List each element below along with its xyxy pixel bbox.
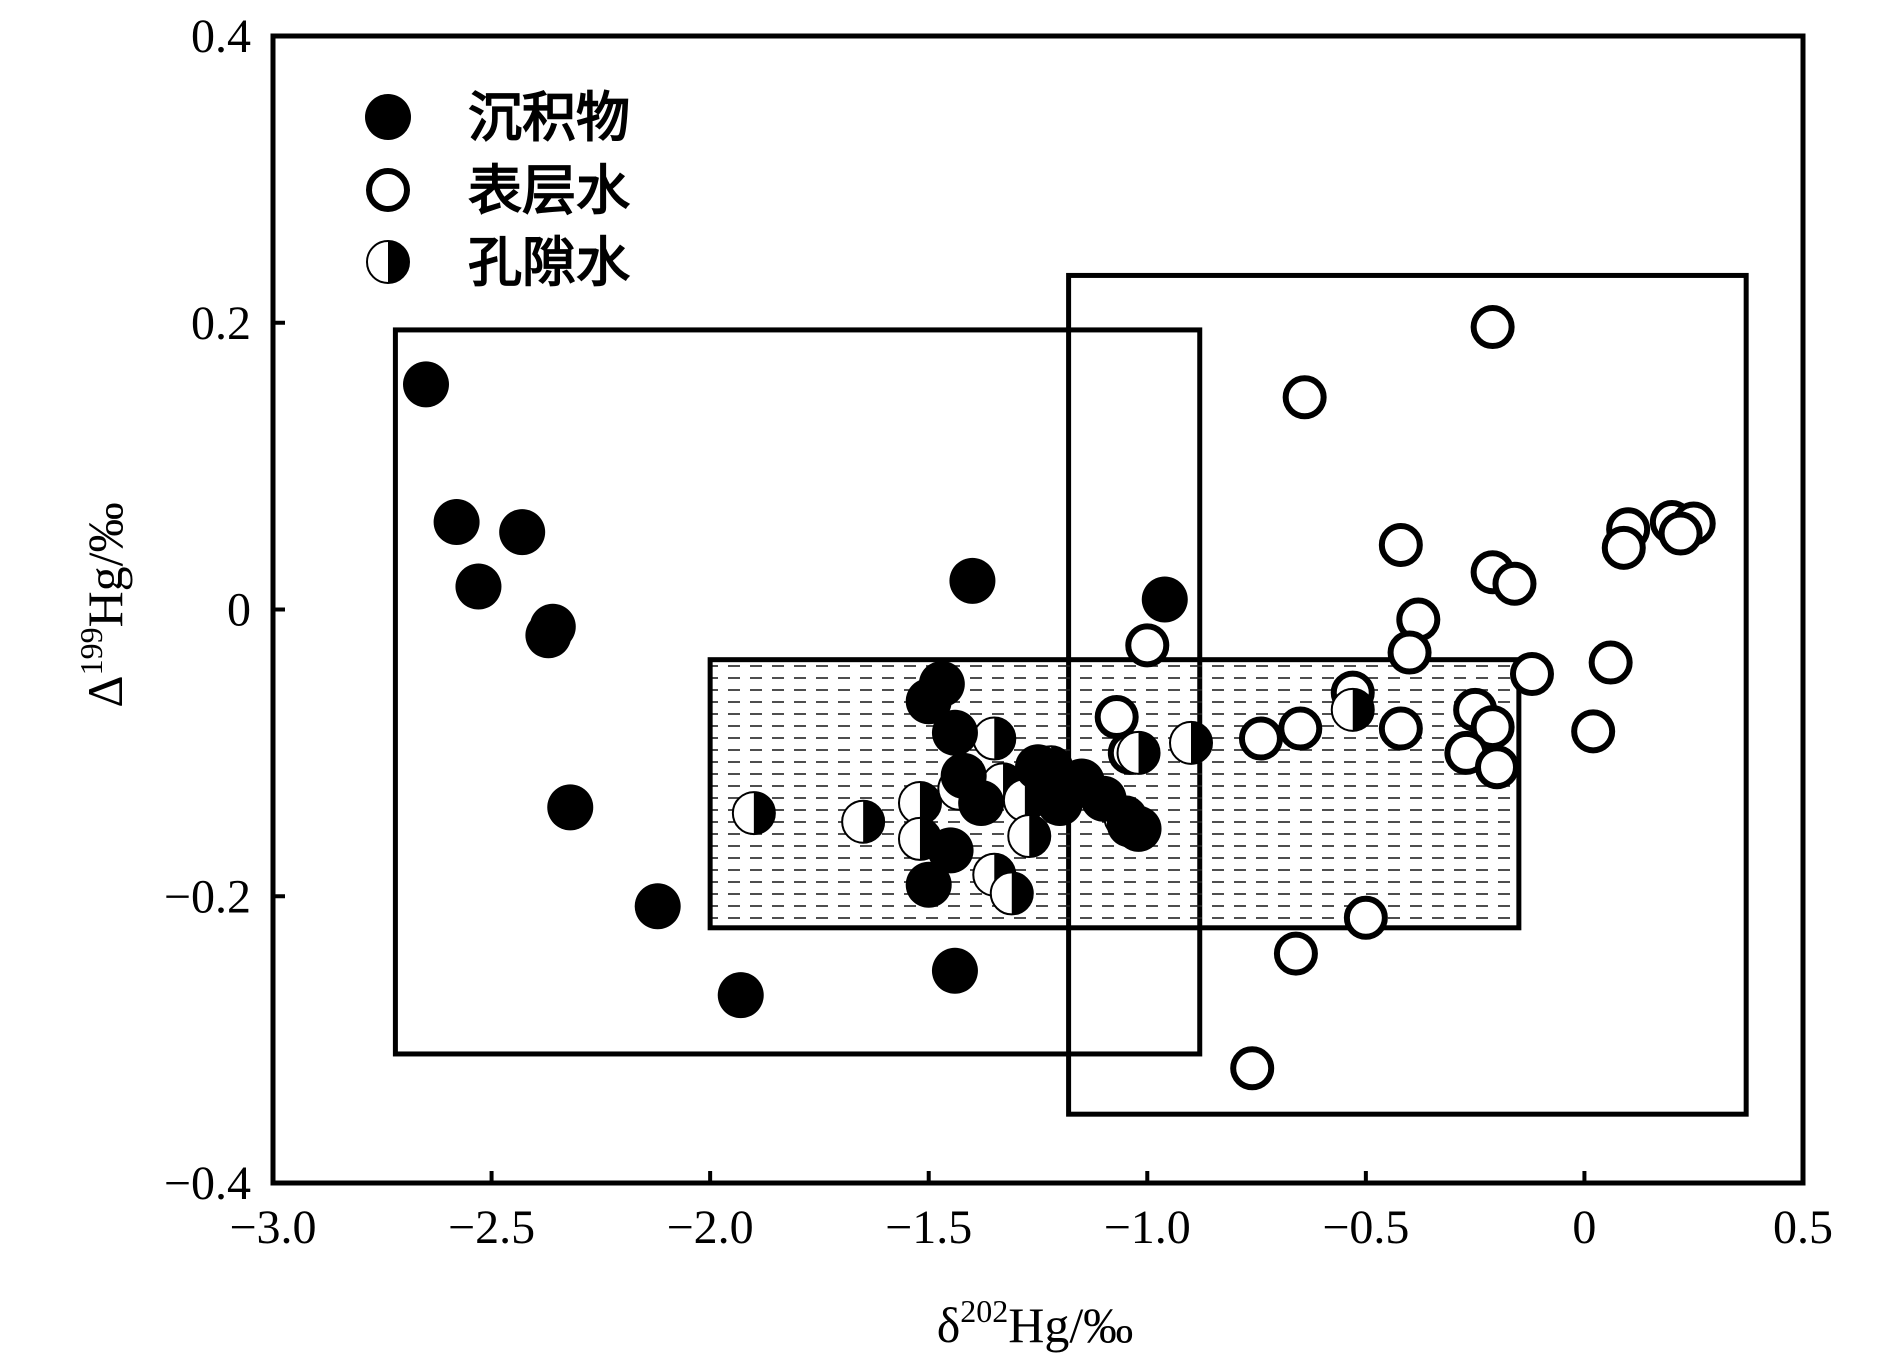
legend-marker-filled-circle	[365, 94, 411, 140]
region-boxes	[392, 272, 1749, 1117]
legend-marker-half-circle	[366, 240, 410, 284]
legend-marker-open-circle	[366, 168, 410, 212]
x-axis-ticks: −3.0 −2.5 −2.0 −1.5 −1.0 −0.5 0 0.5	[229, 1171, 1833, 1254]
point-open-circle	[1378, 706, 1423, 751]
point-filled-circle	[931, 947, 978, 994]
x-tick-label: −3.0	[229, 1201, 316, 1254]
x-tick-label: −1.0	[1104, 1201, 1191, 1254]
x-axis-title-prefix: δ	[937, 1297, 961, 1353]
point-filled-circle	[717, 972, 764, 1019]
point-open-circle	[1094, 695, 1139, 740]
y-axis-title-suffix: Hg/‰	[77, 502, 133, 627]
point-filled-circle	[499, 509, 546, 556]
point-filled-circle	[905, 678, 952, 725]
point-half-circle	[1007, 814, 1052, 859]
point-filled-circle	[455, 563, 502, 610]
point-open-circle	[1571, 709, 1616, 754]
point-filled-circle	[1015, 744, 1061, 791]
point-open-circle	[1343, 895, 1388, 940]
point-half-circle	[1116, 730, 1161, 775]
x-axis-title-suffix: Hg/‰	[1008, 1297, 1133, 1353]
point-half-circle	[972, 716, 1017, 761]
point-open-circle	[1601, 525, 1646, 570]
point-filled-circle	[958, 780, 1005, 827]
point-filled-circle	[525, 612, 572, 659]
y-axis-title: Δ199Hg/‰	[73, 502, 133, 707]
point-open-circle	[1273, 931, 1318, 976]
point-open-circle	[1492, 561, 1537, 606]
point-filled-circle	[927, 827, 974, 874]
x-tick-label: −1.5	[885, 1201, 972, 1254]
point-open-circle	[1387, 630, 1432, 675]
point-filled-circle	[547, 784, 594, 831]
data-points	[403, 305, 1716, 1091]
point-half-circle	[1330, 687, 1375, 732]
point-half-circle	[989, 871, 1034, 916]
point-open-circle	[1509, 652, 1554, 697]
y-tick-label: −0.2	[164, 870, 251, 923]
x-axis-title-superscript: 202	[960, 1293, 1008, 1329]
point-filled-circle	[403, 361, 449, 408]
y-tick-label: 0	[227, 584, 251, 637]
x-axis-title: δ202Hg/‰	[937, 1293, 1134, 1353]
x-tick-label: 0	[1572, 1201, 1596, 1254]
y-tick-label: 0.2	[191, 297, 251, 350]
point-filled-circle	[905, 861, 952, 908]
point-open-circle	[1125, 623, 1170, 668]
legend-label: 表层水	[468, 159, 631, 222]
x-tick-label: 0.5	[1773, 1201, 1833, 1254]
point-open-circle	[1475, 745, 1519, 790]
y-axis-title-superscript: 199	[73, 627, 109, 675]
point-filled-circle	[433, 499, 480, 546]
point-filled-circle	[1141, 576, 1188, 623]
point-open-circle	[1278, 706, 1323, 751]
point-half-circle	[841, 799, 886, 844]
point-open-circle	[1658, 511, 1703, 556]
x-tick-label: −0.5	[1322, 1201, 1409, 1254]
point-open-circle	[1588, 640, 1633, 685]
point-open-circle	[1238, 716, 1283, 761]
legend-label: 沉积物	[468, 86, 630, 149]
point-half-circle	[897, 781, 942, 826]
legend-label: 孔隙水	[468, 231, 631, 294]
point-filled-circle	[931, 709, 978, 756]
point-half-circle	[1169, 720, 1213, 765]
y-axis-ticks: 0.4 0.2 0 −0.2 −0.4	[164, 10, 285, 1210]
point-open-circle	[1282, 375, 1327, 420]
y-tick-label: 0.4	[191, 10, 251, 63]
point-open-circle	[1378, 522, 1423, 567]
y-tick-label: −0.4	[164, 1157, 251, 1210]
point-filled-circle	[634, 883, 681, 930]
point-open-circle	[1470, 305, 1515, 350]
x-tick-label: −2.0	[667, 1201, 754, 1254]
point-filled-circle	[1115, 805, 1162, 852]
x-tick-label: −2.5	[448, 1201, 535, 1254]
point-open-circle	[1230, 1046, 1275, 1091]
y-axis-title-prefix: Δ	[77, 675, 133, 707]
point-half-circle	[731, 791, 776, 836]
point-filled-circle	[949, 557, 996, 604]
